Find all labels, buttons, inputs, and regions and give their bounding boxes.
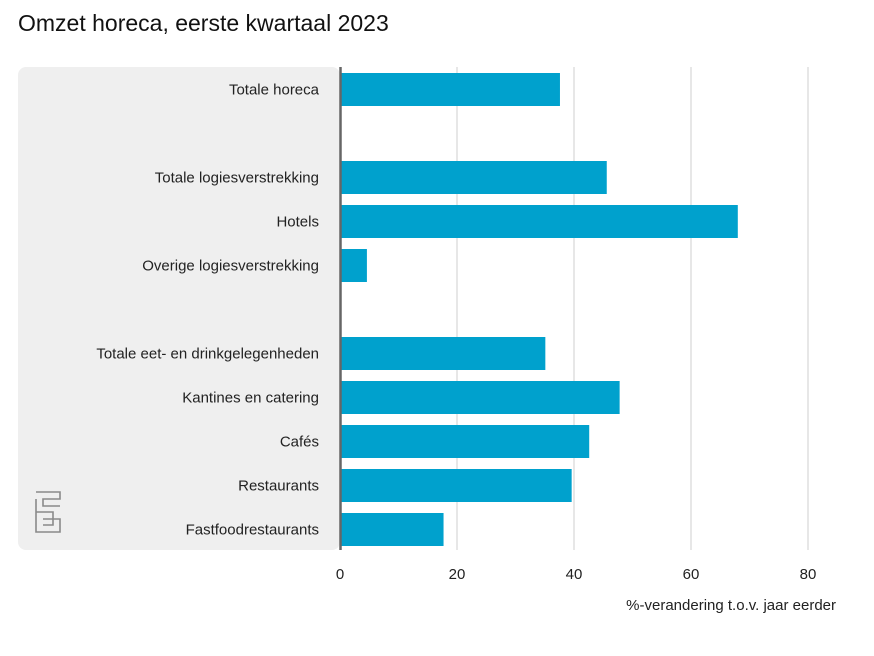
- bar: [340, 161, 607, 194]
- x-tick-label: 20: [449, 566, 466, 583]
- bar: [340, 469, 572, 502]
- category-label: Cafés: [280, 434, 319, 451]
- bar: [340, 205, 738, 238]
- label-panel: [18, 67, 340, 550]
- bar: [340, 513, 444, 546]
- bar: [340, 249, 367, 282]
- chart-title: Omzet horeca, eerste kwartaal 2023: [18, 10, 389, 36]
- x-tick-labels: 0 20 40 60 80: [336, 566, 817, 583]
- category-label: Restaurants: [238, 478, 319, 495]
- category-label: Overige logiesverstrekking: [142, 258, 319, 275]
- bar: [340, 337, 546, 370]
- bars: [340, 73, 738, 546]
- category-label: Fastfoodrestaurants: [186, 522, 319, 539]
- x-tick-label: 60: [683, 566, 700, 583]
- x-axis-label: %-verandering t.o.v. jaar eerder: [626, 597, 836, 614]
- x-tick-label: 40: [566, 566, 583, 583]
- category-label: Kantines en catering: [182, 390, 319, 407]
- category-labels: Totale horeca Totale logiesverstrekking Ho…: [96, 82, 319, 539]
- x-tick-label: 0: [336, 566, 344, 583]
- bar: [340, 425, 590, 458]
- category-label: Totale eet- en drinkgelegenheden: [96, 346, 319, 363]
- cbs-logo-icon: [35, 491, 61, 533]
- category-label: Hotels: [276, 214, 319, 231]
- x-tick-label: 80: [800, 566, 817, 583]
- category-label: Totale horeca: [229, 82, 320, 99]
- bar: [340, 381, 620, 414]
- category-label: Totale logiesverstrekking: [155, 170, 319, 187]
- bar: [340, 73, 560, 106]
